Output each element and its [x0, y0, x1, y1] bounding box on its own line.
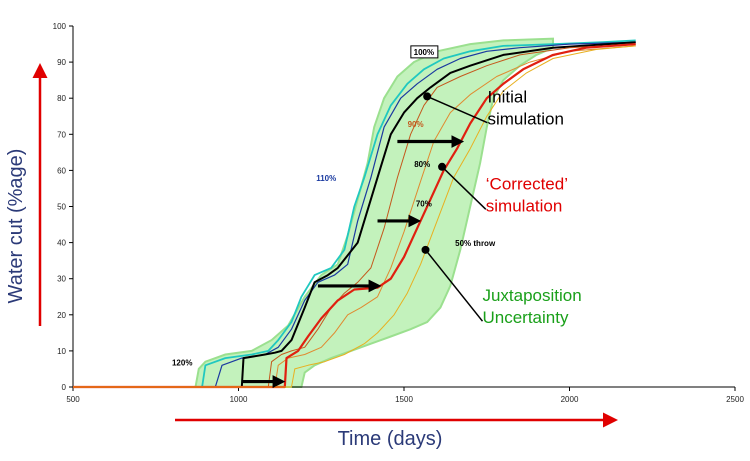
x-tick-label: 1500 [395, 395, 413, 404]
annotation-label: Initial simulation [487, 88, 564, 129]
series-label: 110% [316, 174, 336, 183]
x-tick-label: 500 [66, 395, 80, 404]
annotation-line: Juxtaposition [482, 286, 581, 305]
annotation-line: Initial [487, 88, 527, 107]
y-tick-label: 40 [57, 239, 66, 248]
series-label: 90% [408, 120, 424, 129]
annotation-leader-line [426, 95, 488, 124]
series-line [73, 39, 636, 388]
annotation-line: Uncertainty [482, 308, 568, 327]
y-tick-label: 0 [62, 383, 67, 392]
annotation-line: ‘Corrected’ [486, 174, 568, 193]
x-tick-label: 2500 [726, 395, 744, 404]
annotation-leader-line [441, 166, 487, 210]
y-axis-title: Water cut (%age) [5, 149, 27, 304]
y-tick-label: 60 [57, 166, 66, 175]
series-label: 70% [416, 200, 432, 209]
y-tick-label: 20 [57, 311, 66, 320]
annotation-line: simulation [487, 110, 564, 129]
x-axis-title: Time (days) [338, 428, 443, 450]
series-line [73, 41, 636, 388]
annotation-label: ‘Corrected’ simulation [486, 174, 568, 215]
y-tick-label: 70 [57, 130, 66, 139]
series-label: 80% [414, 160, 430, 169]
label-box [410, 45, 439, 59]
x-tick-label: 1000 [230, 395, 248, 404]
annotation-point [423, 92, 432, 101]
uncertainty-band [194, 37, 554, 388]
y-tick-label: 80 [57, 94, 66, 103]
series-label: 50% throw [455, 239, 496, 248]
y-tick-label: 30 [57, 275, 66, 284]
series-line [73, 43, 636, 388]
y-tick-label: 50 [57, 203, 66, 212]
plot-area: 0 10 20 30 40 50 60 70 80 90 100 500 1000 1500 2000 250… [53, 22, 745, 404]
annotation-line: simulation [486, 196, 563, 215]
annotation-leader-line [424, 249, 484, 322]
y-tick-label: 10 [57, 347, 66, 356]
y-tick-label: 100 [53, 22, 67, 31]
annotation-label: Juxtaposition Uncertainty [482, 286, 581, 327]
annotation-point [438, 162, 447, 171]
series-label: 100% [414, 48, 434, 57]
series-label: 120% [172, 358, 192, 367]
annotation-point [421, 245, 430, 254]
series-line [73, 45, 636, 388]
y-tick-label: 90 [57, 58, 66, 67]
series-line [73, 43, 636, 389]
x-tick-label: 2000 [561, 395, 579, 404]
